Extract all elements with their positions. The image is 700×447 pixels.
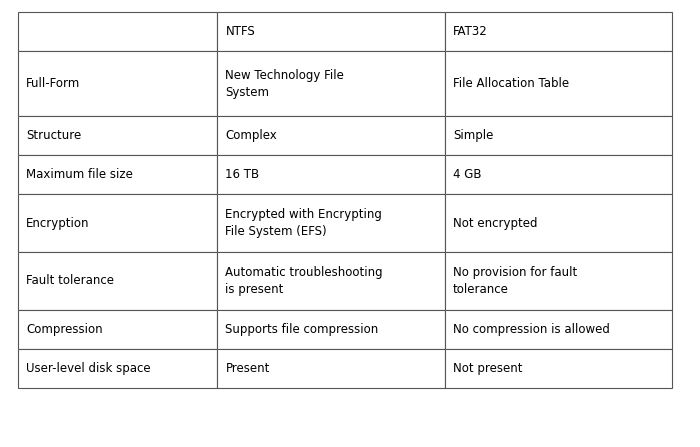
Bar	[445, 349, 672, 388]
Text: Present: Present	[225, 362, 270, 375]
Bar	[445, 310, 672, 349]
Bar	[218, 194, 445, 252]
Bar	[218, 349, 445, 388]
Bar	[218, 51, 445, 116]
Text: Complex: Complex	[225, 129, 277, 142]
Text: No provision for fault
tolerance: No provision for fault tolerance	[453, 266, 578, 296]
Bar	[18, 252, 218, 310]
Bar	[218, 310, 445, 349]
Text: Encryption: Encryption	[26, 217, 90, 230]
Text: File Allocation Table: File Allocation Table	[453, 77, 569, 90]
Bar	[18, 155, 218, 194]
Text: Structure: Structure	[26, 129, 81, 142]
Text: New Technology File
System: New Technology File System	[225, 69, 344, 99]
Bar	[18, 349, 218, 388]
Bar	[18, 116, 218, 155]
Text: 4 GB: 4 GB	[453, 169, 482, 181]
Bar	[218, 310, 445, 349]
Bar	[445, 252, 672, 310]
Text: FAT32: FAT32	[453, 25, 488, 38]
Bar	[218, 252, 445, 310]
Bar	[445, 155, 672, 194]
Bar	[18, 310, 218, 349]
Bar	[445, 116, 672, 155]
Bar	[445, 12, 672, 51]
Text: Not encrypted: Not encrypted	[453, 217, 538, 230]
Text: Fault tolerance: Fault tolerance	[26, 274, 114, 287]
Text: No compression is allowed: No compression is allowed	[453, 323, 610, 336]
Bar	[18, 252, 218, 310]
Bar	[18, 51, 218, 116]
Bar	[218, 155, 445, 194]
Bar	[18, 12, 218, 51]
Bar	[218, 194, 445, 252]
Bar	[218, 12, 445, 51]
Text: Compression: Compression	[26, 323, 103, 336]
Bar	[445, 12, 672, 51]
Bar	[218, 252, 445, 310]
Bar	[18, 349, 218, 388]
Text: NTFS: NTFS	[225, 25, 256, 38]
Bar	[445, 116, 672, 155]
Bar	[445, 155, 672, 194]
Bar	[18, 116, 218, 155]
Text: Not present: Not present	[453, 362, 523, 375]
Bar	[218, 51, 445, 116]
Text: Maximum file size: Maximum file size	[26, 169, 133, 181]
Text: Automatic troubleshooting
is present: Automatic troubleshooting is present	[225, 266, 383, 296]
Bar	[218, 155, 445, 194]
Bar	[445, 51, 672, 116]
Bar	[218, 116, 445, 155]
Bar	[18, 194, 218, 252]
Text: 16 TB: 16 TB	[225, 169, 260, 181]
Bar	[18, 310, 218, 349]
Bar	[18, 51, 218, 116]
Bar	[445, 51, 672, 116]
Bar	[218, 116, 445, 155]
Bar	[18, 155, 218, 194]
Text: Simple: Simple	[453, 129, 494, 142]
Bar	[18, 12, 218, 51]
Text: User-level disk space: User-level disk space	[26, 362, 150, 375]
Text: Full-Form: Full-Form	[26, 77, 80, 90]
Bar	[445, 194, 672, 252]
Text: Encrypted with Encrypting
File System (EFS): Encrypted with Encrypting File System (E…	[225, 208, 382, 238]
Bar	[218, 12, 445, 51]
Bar	[218, 349, 445, 388]
Bar	[445, 349, 672, 388]
Bar	[445, 310, 672, 349]
Bar	[445, 252, 672, 310]
Bar	[18, 194, 218, 252]
Bar	[445, 194, 672, 252]
Text: Supports file compression: Supports file compression	[225, 323, 379, 336]
